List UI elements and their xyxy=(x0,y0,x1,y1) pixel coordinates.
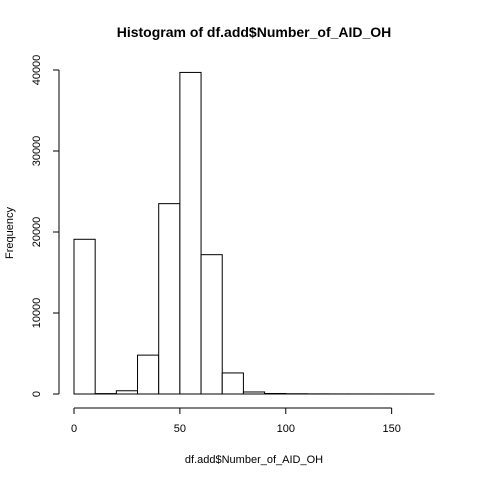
histogram-bar xyxy=(221,372,244,395)
x-tick-label: 0 xyxy=(71,423,77,435)
x-axis: 0 50 100 150 xyxy=(71,407,401,435)
histogram-bar xyxy=(137,354,160,395)
chart-title: Histogram of df.add$Number_of_AID_OH xyxy=(117,24,392,40)
y-tick-label: 0 xyxy=(31,391,43,397)
histogram-bar xyxy=(115,390,139,395)
y-tick-label: 10000 xyxy=(31,298,43,329)
x-tick-label: 100 xyxy=(277,423,295,435)
x-tick-label: 150 xyxy=(382,423,400,435)
x-tick-label: 50 xyxy=(174,423,186,435)
histogram-bar xyxy=(179,71,202,395)
y-tick-label: 30000 xyxy=(31,136,43,167)
y-axis-label: Frequency xyxy=(4,207,16,259)
histogram-bar xyxy=(158,203,181,395)
histogram-bar xyxy=(242,391,266,395)
y-tick-label: 40000 xyxy=(31,55,43,86)
histogram-bar xyxy=(73,238,96,395)
y-tick-label: 20000 xyxy=(31,217,43,248)
histogram-bar xyxy=(200,254,223,395)
x-axis-label: df.add$Number_of_AID_OH xyxy=(185,454,323,466)
y-axis: 0 10000 20000 30000 40000 xyxy=(31,55,60,397)
bars-group xyxy=(73,71,435,395)
